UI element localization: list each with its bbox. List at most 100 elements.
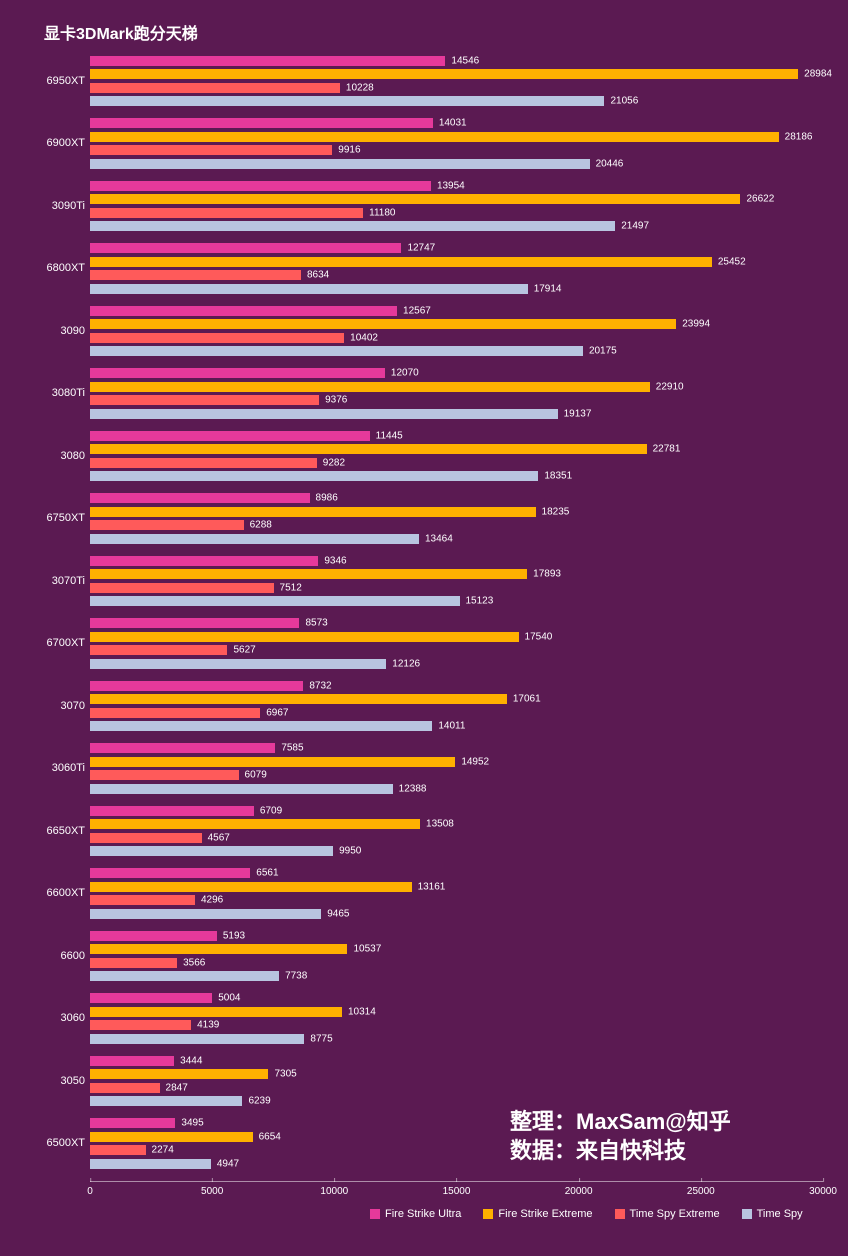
category-group: 3060 [90,992,823,1046]
bar [90,958,177,968]
bar-row [90,68,823,81]
bar [90,1020,191,1030]
legend-label: Fire Strike Extreme [498,1208,592,1220]
bar-row [90,657,823,670]
bar-row [90,157,823,170]
bar [90,569,527,579]
bar-row [90,532,823,545]
bar-row [90,644,823,657]
x-tick: 5000 [201,1182,223,1197]
bar-row [90,755,823,768]
bar [90,1069,268,1079]
bar-row [90,679,823,692]
category-group: 3090Ti [90,179,823,233]
bar [90,221,615,231]
bar [90,743,275,753]
bar-row [90,1019,823,1032]
bar [90,721,432,731]
bar [90,1145,146,1155]
bar [90,681,303,691]
bar-row [90,782,823,795]
bar [90,757,455,767]
bar [90,931,217,941]
bar [90,596,460,606]
x-tick: 20000 [565,1182,593,1197]
bar [90,56,445,66]
bar [90,458,317,468]
bar-row [90,630,823,643]
bar [90,319,676,329]
x-tick: 30000 [809,1182,837,1197]
bar-row [90,429,823,442]
bar-row [90,144,823,157]
bar-row [90,1068,823,1081]
bar [90,618,299,628]
bar-row [90,117,823,130]
bar-row [90,304,823,317]
bar-row [90,443,823,456]
bar [90,1007,342,1017]
x-tick: 15000 [443,1182,471,1197]
legend-item: Fire Strike Extreme [483,1208,592,1220]
category-label: 6650XT [30,825,85,837]
legend-swatch [370,1209,380,1219]
bar-row [90,867,823,880]
bar [90,1159,211,1169]
bar [90,1132,253,1142]
bar [90,895,195,905]
category-label: 3070Ti [30,575,85,587]
bar-row [90,255,823,268]
bar [90,346,583,356]
category-label: 6700XT [30,637,85,649]
bar [90,431,370,441]
bar [90,882,412,892]
bar [90,846,333,856]
x-axis: 050001000015000200002500030000 [90,1181,823,1201]
bar-row [90,880,823,893]
chart-title: 显卡3DMark跑分天梯 [44,20,838,44]
category-label: 3090 [30,325,85,337]
bar-row [90,831,823,844]
bar-row [90,769,823,782]
bar-row [90,380,823,393]
bar-row [90,693,823,706]
bar [90,1056,174,1066]
category-label: 3050 [30,1075,85,1087]
bar [90,194,740,204]
bar-row [90,505,823,518]
bar [90,971,279,981]
bar-row [90,394,823,407]
bar [90,145,332,155]
category-label: 3090Ti [30,200,85,212]
category-group: 6950XT [90,54,823,108]
bar [90,181,431,191]
bar [90,694,507,704]
category-group: 3080 [90,429,823,483]
category-group: 6750XT [90,492,823,546]
bar-row [90,943,823,956]
category-label: 3060 [30,1012,85,1024]
bar [90,1034,304,1044]
bar-row [90,318,823,331]
bar-row [90,269,823,282]
bar [90,409,558,419]
legend-item: Time Spy [742,1208,803,1220]
bar-row [90,1095,823,1108]
bar [90,132,779,142]
category-label: 3060Ti [30,762,85,774]
category-label: 6600 [30,950,85,962]
category-group: 3060Ti [90,742,823,796]
bar-row [90,970,823,983]
bar [90,833,202,843]
bar [90,993,212,1003]
credit-line: 数据：来自快科技 [510,1136,731,1166]
bar-row [90,992,823,1005]
x-tick: 25000 [687,1182,715,1197]
category-label: 3070 [30,700,85,712]
category-group: 6800XT [90,242,823,296]
bar [90,444,647,454]
bar-row [90,804,823,817]
bar-row [90,282,823,295]
bar [90,632,519,642]
legend-item: Fire Strike Ultra [370,1208,461,1220]
